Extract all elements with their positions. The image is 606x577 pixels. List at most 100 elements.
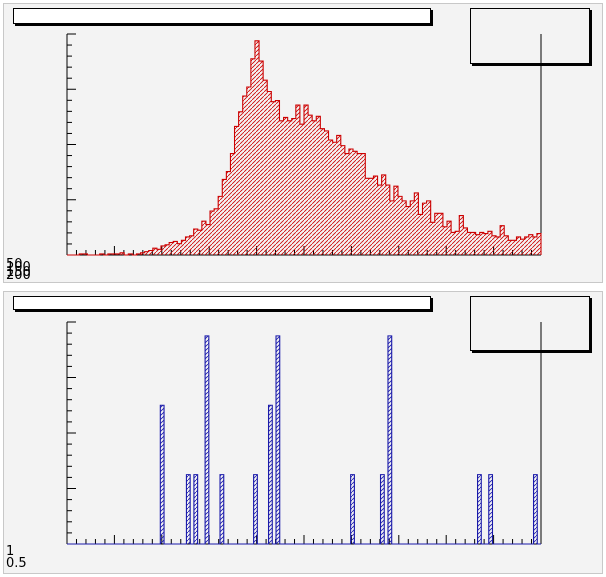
top-bar [381, 174, 386, 255]
top-bar [536, 233, 541, 255]
top-bar [475, 234, 480, 255]
top-bar [79, 253, 84, 255]
top-bar [295, 105, 300, 255]
top-bar [308, 115, 313, 256]
top-bar [193, 229, 198, 255]
bottom-stats-box [470, 296, 590, 351]
top-bar [169, 242, 174, 255]
top-bar [254, 40, 260, 255]
top-bar [422, 203, 427, 255]
top-bar [259, 61, 264, 256]
top-bar [283, 117, 288, 255]
top-bar [434, 213, 439, 255]
top-bar [414, 192, 419, 255]
top-bar [361, 153, 366, 255]
top-bar [128, 253, 133, 255]
top-bar [226, 171, 231, 255]
bottom-bar [205, 335, 209, 544]
top-bar [107, 253, 112, 255]
top-bar [410, 200, 415, 255]
top-bar [267, 91, 272, 255]
bottom-y-tick-label: 0.5 [6, 556, 27, 571]
top-bar [332, 142, 337, 255]
top-bar [263, 80, 268, 255]
top-bar [279, 120, 284, 255]
top-bar [99, 253, 104, 255]
top-bar [377, 185, 382, 255]
top-y-tick-label: 200 [6, 268, 31, 283]
top-bar [316, 116, 321, 255]
top-bar [508, 240, 513, 255]
top-bar [120, 252, 125, 255]
bottom-axes-frame [66, 321, 542, 545]
top-bar [528, 234, 533, 255]
top-bar [299, 124, 304, 255]
top-bar [455, 231, 460, 255]
top-y-tick-label: 100 [6, 260, 31, 275]
top-bars [79, 40, 541, 256]
top-bar [491, 235, 497, 255]
bottom-bar [253, 474, 258, 545]
top-bar [324, 130, 329, 255]
top-bar [524, 236, 529, 255]
top-bar [479, 232, 484, 255]
top-bar [144, 251, 149, 255]
top-bar [287, 120, 292, 255]
top-bar [357, 153, 362, 255]
top-plot-pad: 50 100 150 200 [3, 3, 603, 283]
top-bar [418, 214, 423, 255]
top-bar [181, 240, 186, 255]
bottom-bar [186, 474, 191, 545]
top-bar [393, 186, 398, 255]
top-bar [467, 232, 472, 255]
top-bar [173, 241, 178, 255]
top-bar [230, 153, 235, 255]
bottom-bar [488, 474, 493, 545]
top-bar [189, 235, 194, 255]
top-bar [214, 208, 219, 255]
bottom-bar [350, 474, 355, 545]
top-bar [304, 105, 309, 255]
top-bar [201, 221, 206, 255]
top-bar [250, 58, 255, 256]
top-title-box [13, 8, 431, 24]
top-bar [242, 96, 247, 256]
bottom-bar [268, 405, 273, 544]
top-bar [210, 211, 215, 255]
bottom-bars [160, 335, 538, 545]
top-bar [271, 101, 276, 256]
bottom-plot-pad: 1 0.5 [3, 291, 603, 574]
top-bar [344, 153, 349, 255]
bottom-bar [193, 474, 198, 545]
top-bar [340, 145, 345, 255]
top-bar [504, 235, 509, 255]
top-bar [532, 236, 537, 255]
top-bar [275, 100, 280, 255]
bottom-bar [276, 335, 280, 544]
top-bar [177, 243, 182, 255]
top-bar [218, 196, 223, 255]
bottom-histogram [66, 321, 542, 545]
bottom-bar [160, 405, 165, 544]
top-bar [353, 151, 358, 255]
top-bar [402, 200, 407, 255]
top-bar [500, 225, 505, 255]
top-bar [156, 249, 161, 255]
top-stats-box [470, 8, 590, 64]
top-bar [197, 230, 202, 255]
top-bar [496, 236, 501, 255]
top-bar [438, 213, 443, 255]
top-bar [140, 252, 145, 255]
top-bar [442, 226, 448, 255]
bottom-bar [387, 335, 392, 544]
top-bar [389, 200, 394, 255]
top-bar [520, 239, 525, 255]
top-histogram [66, 33, 542, 256]
top-bar [447, 221, 452, 255]
top-bar [312, 120, 317, 255]
top-bar [246, 86, 251, 256]
top-bar [222, 179, 227, 255]
top-bar [459, 215, 464, 255]
top-bar [185, 236, 190, 255]
top-bar [373, 176, 378, 255]
